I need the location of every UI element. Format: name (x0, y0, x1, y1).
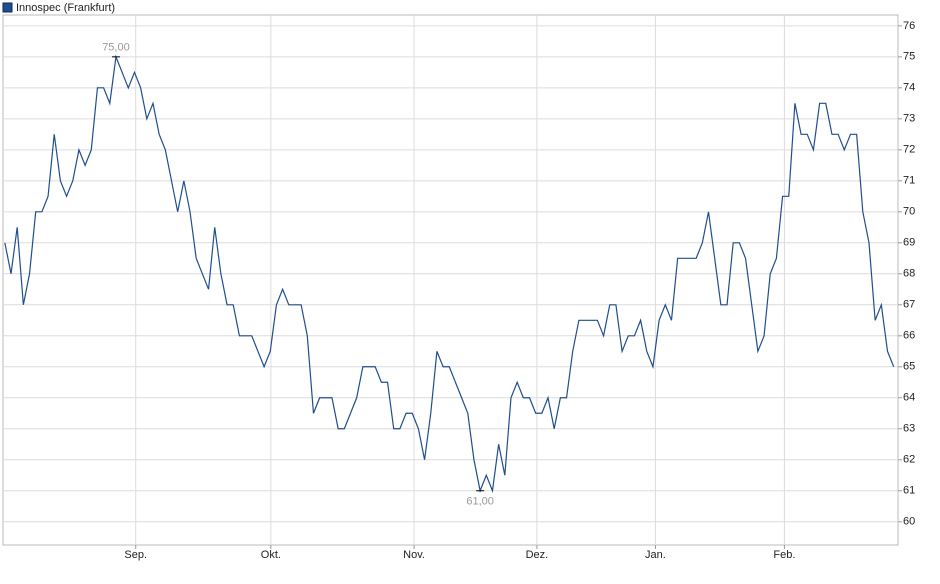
y-tick-label: 73 (903, 113, 915, 125)
plot-frame (2, 14, 899, 546)
price-line (4, 54, 895, 494)
y-tick-label: 74 (903, 82, 915, 94)
y-tick-label: 76 (903, 20, 915, 32)
y-tick-label: 71 (903, 175, 915, 187)
y-tick-label: 65 (903, 361, 915, 373)
y-tick-label: 64 (903, 392, 915, 404)
legend-swatch (2, 2, 13, 13)
y-tick-label: 61 (903, 485, 915, 497)
x-tick-label: Nov. (403, 549, 425, 561)
y-tick-label: 60 (903, 516, 915, 528)
y-tick-label: 62 (903, 454, 915, 466)
x-tick-label: Okt. (261, 549, 281, 561)
y-tick-label: 70 (903, 206, 915, 218)
x-tick-label: Sep. (124, 549, 147, 561)
extreme-label: 61,00 (466, 496, 494, 508)
extreme-label: 75,00 (102, 42, 130, 54)
y-tick-label: 66 (903, 330, 915, 342)
y-tick-label: 68 (903, 268, 915, 280)
y-tick-label: 69 (903, 237, 915, 249)
y-tick-label: 63 (903, 423, 915, 435)
x-tick-label: Feb. (773, 549, 795, 561)
x-tick-label: Dez. (526, 549, 549, 561)
y-tick-label: 72 (903, 144, 915, 156)
y-tick-label: 75 (903, 51, 915, 63)
x-tick-label: Jan. (645, 549, 666, 561)
legend-label: Innospec (Frankfurt) (16, 2, 115, 14)
y-tick-label: 67 (903, 299, 915, 311)
